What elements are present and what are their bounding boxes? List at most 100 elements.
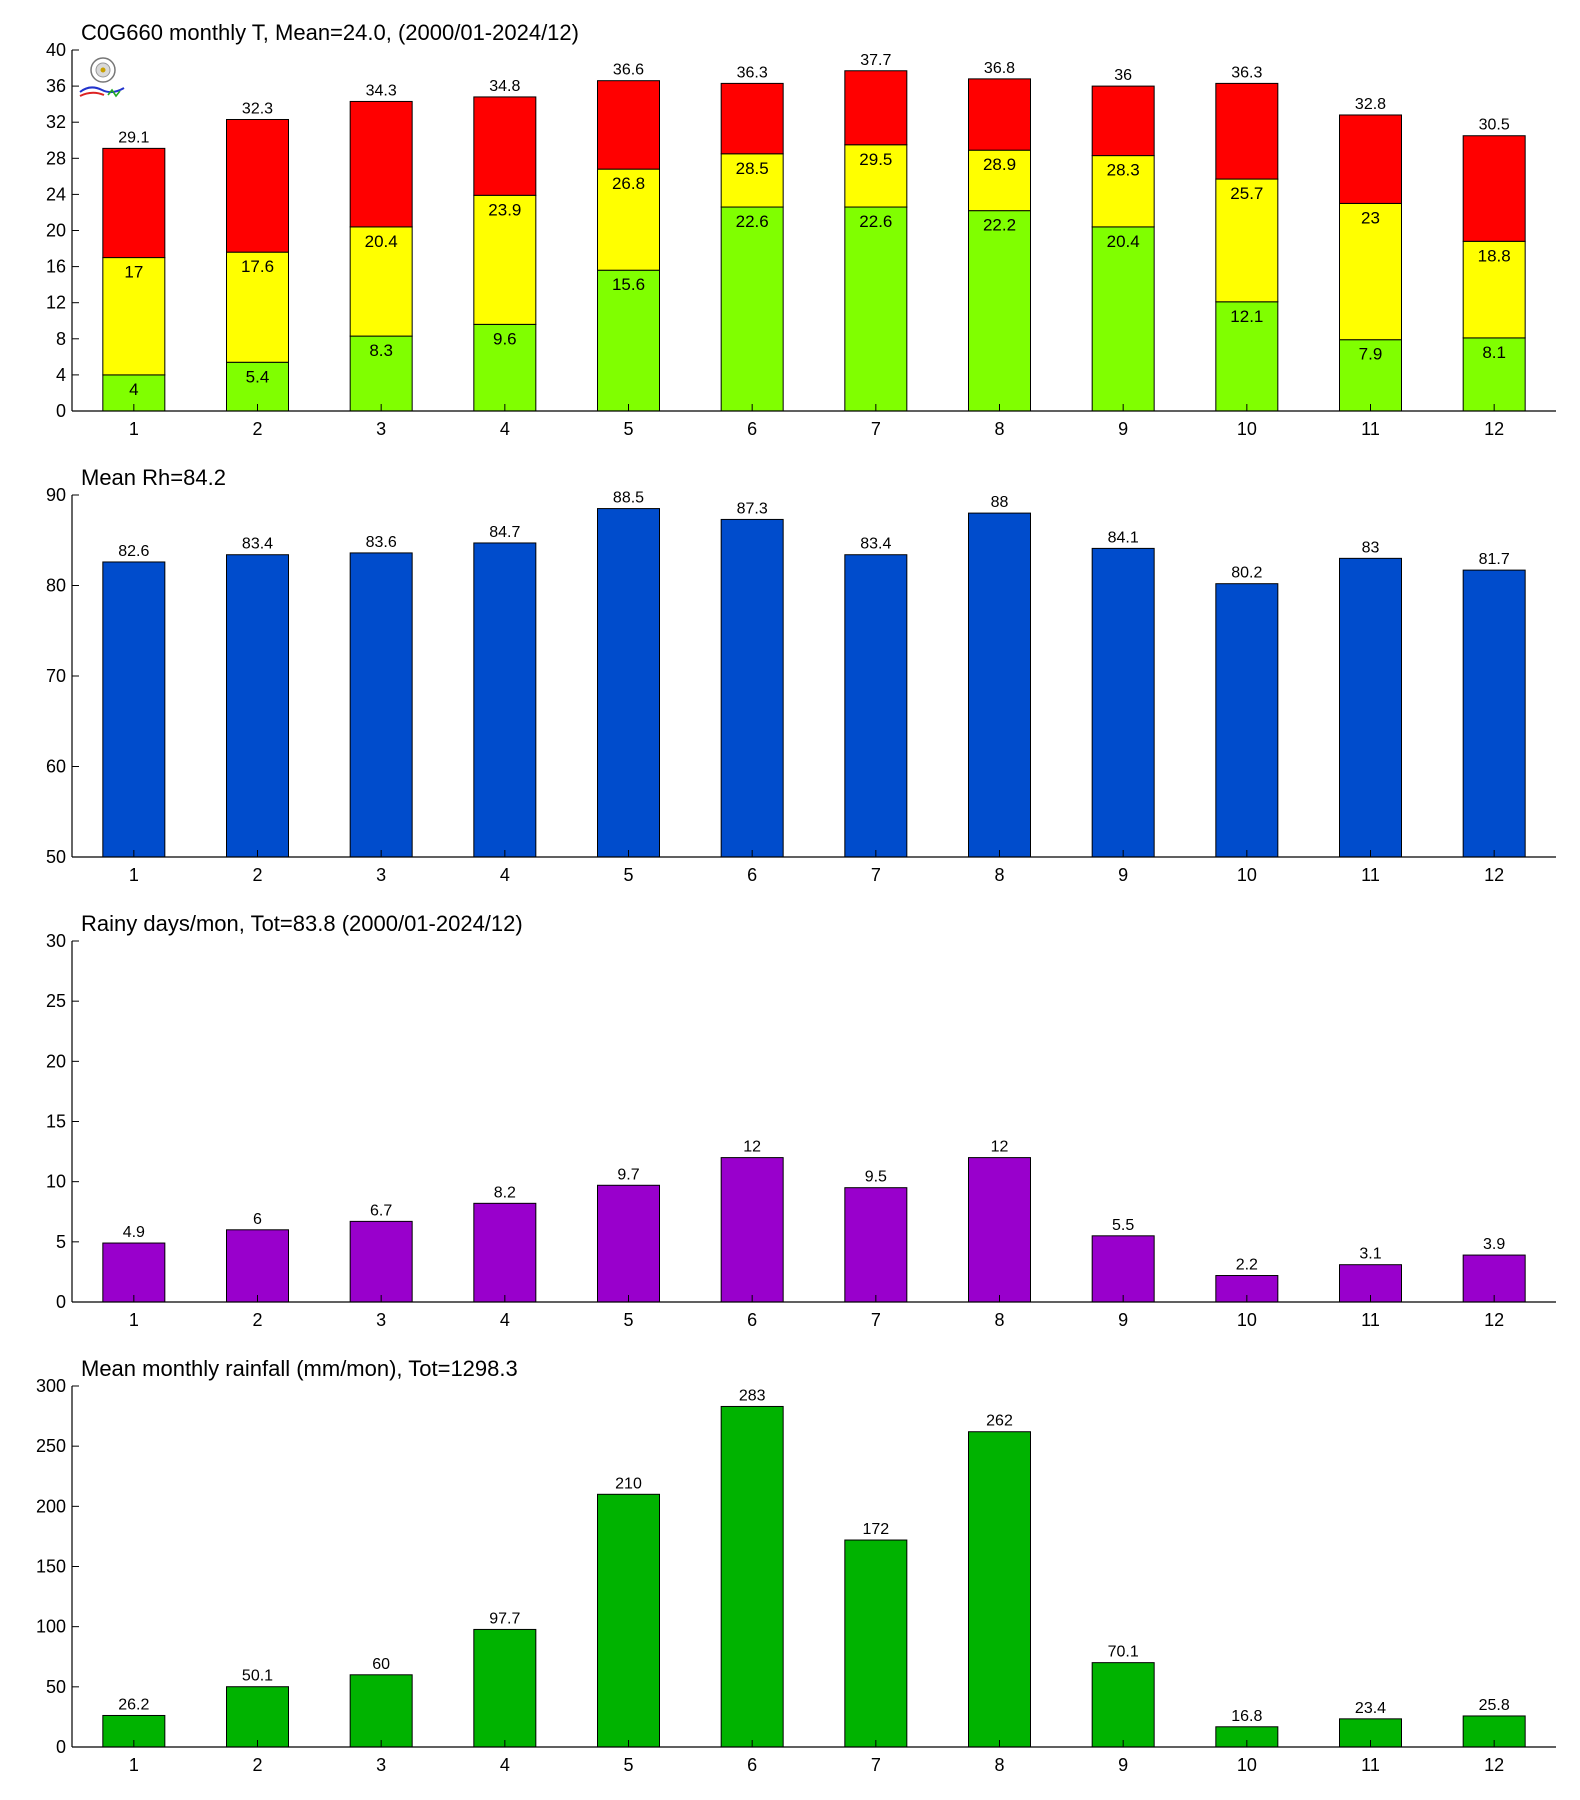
y-tick-label: 20 [46,1051,66,1071]
data-label-12: 81.7 [1479,551,1510,568]
bar-mean-8 [968,149,1031,212]
y-tick-label: 40 [46,40,66,60]
x-tick-label-6: 6 [747,419,757,439]
bar-max-9 [1091,85,1155,157]
data-label-min-5: 15.6 [612,275,645,294]
bar-4 [473,542,537,858]
y-tick-label: 50 [46,847,66,867]
bar-max-10 [1215,82,1279,180]
x-tick-label-12: 12 [1484,1755,1504,1775]
data-label-max-4: 34.8 [489,78,520,95]
x-tick-label-4: 4 [500,1755,510,1775]
data-label-mean-12: 18.8 [1478,246,1511,265]
x-tick-label-2: 2 [252,1310,262,1330]
bar-mean-12 [1462,240,1526,339]
bar-9 [1091,1235,1155,1303]
bar-11 [1339,557,1402,858]
x-tick-label-12: 12 [1484,419,1504,439]
chart-title: Mean monthly rainfall (mm/mon), Tot=1298… [81,1356,518,1381]
y-tick-label: 16 [46,257,66,277]
data-label-2: 50.1 [242,1668,273,1685]
data-label-5: 9.7 [617,1166,639,1183]
bar-max-7 [844,70,908,146]
data-label-mean-8: 28.9 [983,155,1016,174]
bar-6 [720,1405,784,1748]
bar-min-12 [1462,337,1526,412]
bar-5 [597,508,660,858]
x-tick-label-5: 5 [623,1755,633,1775]
data-label-9: 70.1 [1108,1644,1139,1661]
data-label-mean-11: 23 [1361,208,1380,227]
bar-3 [349,1674,413,1748]
bar-mean-5 [597,168,660,271]
data-label-mean-2: 17.6 [241,257,274,276]
bar-mean-4 [473,194,537,325]
data-label-6: 12 [743,1139,761,1156]
bar-9 [1091,547,1155,858]
chart-panel-1: 41729.15.417.632.38.320.434.39.623.934.8… [46,20,1556,439]
data-label-min-2: 5.4 [246,367,270,386]
bar-5 [597,1493,660,1748]
bar-max-6 [720,82,784,155]
x-tick-label-9: 9 [1118,419,1128,439]
bar-3 [349,552,413,858]
bar-4 [473,1628,537,1748]
bar-8 [968,1157,1031,1303]
x-tick-label-5: 5 [623,865,633,885]
x-tick-label-5: 5 [623,1310,633,1330]
y-tick-label: 0 [56,1292,66,1312]
data-label-max-9: 36 [1114,67,1132,84]
data-label-mean-7: 29.5 [859,150,892,169]
y-tick-label: 100 [36,1617,66,1637]
y-tick-label: 70 [46,666,66,686]
data-label-mean-3: 20.4 [365,232,398,251]
data-label-4: 8.2 [494,1184,516,1201]
data-label-mean-5: 26.8 [612,174,645,193]
x-tick-label-8: 8 [994,865,1004,885]
data-label-4: 84.7 [489,524,520,541]
y-tick-label: 200 [36,1496,66,1516]
x-tick-label-2: 2 [252,1755,262,1775]
x-tick-label-7: 7 [871,1755,881,1775]
bar-12 [1462,1254,1526,1303]
data-label-min-11: 7.9 [1359,345,1383,364]
bar-12 [1462,569,1526,858]
data-label-min-6: 22.6 [736,212,769,231]
x-tick-label-4: 4 [500,419,510,439]
x-tick-label-12: 12 [1484,865,1504,885]
data-label-1: 26.2 [118,1696,149,1713]
data-label-max-3: 34.3 [366,82,397,99]
data-label-8: 262 [986,1413,1013,1430]
x-tick-label-1: 1 [129,865,139,885]
bar-7 [844,554,908,858]
data-label-min-9: 20.4 [1107,232,1140,251]
y-tick-label: 250 [36,1436,66,1456]
y-tick-label: 12 [46,293,66,313]
data-label-3: 60 [372,1656,390,1673]
x-tick-label-4: 4 [500,1310,510,1330]
data-label-min-4: 9.6 [493,329,517,348]
bar-2 [226,1686,289,1748]
data-label-10: 16.8 [1231,1708,1262,1725]
x-tick-label-11: 11 [1361,865,1380,885]
data-label-11: 3.1 [1359,1246,1381,1263]
chart-panel-2: 82.6 83.4 83.684.788.587.383.48884.180.283… [46,465,1556,885]
data-label-min-7: 22.6 [859,212,892,231]
y-tick-label: 8 [56,329,66,349]
data-label-1: 4.9 [123,1224,145,1241]
data-label-min-12: 8.1 [1482,343,1506,362]
data-label-7: 83.4 [860,536,891,553]
y-tick-label: 4 [56,365,66,385]
data-label-4: 97.7 [489,1610,520,1627]
x-tick-label-1: 1 [129,1310,139,1330]
y-tick-label: 0 [56,1737,66,1757]
y-tick-label: 15 [46,1112,66,1132]
x-tick-label-3: 3 [376,1755,386,1775]
data-label-mean-9: 28.3 [1107,161,1140,180]
data-label-9: 5.5 [1112,1217,1134,1234]
bar-min-8 [968,210,1031,412]
x-tick-label-6: 6 [747,865,757,885]
y-tick-label: 28 [46,148,66,168]
